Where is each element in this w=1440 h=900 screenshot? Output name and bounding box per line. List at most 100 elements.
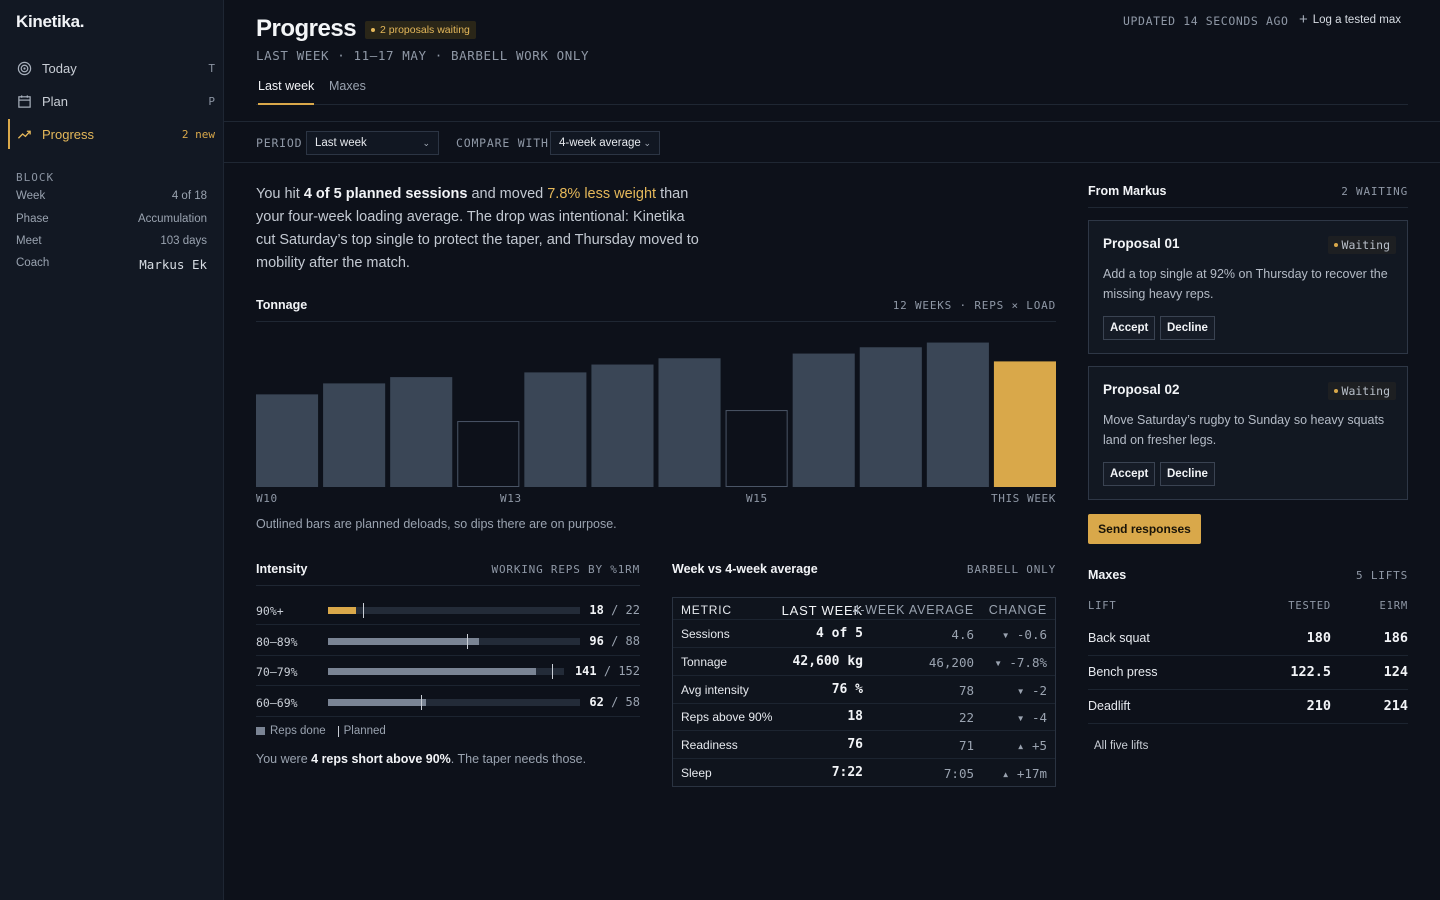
tonnage-chart (256, 342, 1056, 487)
tonnage-bar-deload[interactable] (457, 421, 520, 487)
page-subtitle: LAST WEEK · 11–17 MAY · BARBELL WORK ONL… (256, 48, 590, 63)
intensity-value: 18 / 22 (589, 603, 640, 617)
compare-label: COMPARE WITH (456, 136, 549, 150)
tonnage-bar[interactable] (390, 377, 453, 487)
legend-done: Reps done (270, 725, 326, 737)
maxes-table-header: LIFT TESTED E1RM (1088, 600, 1408, 620)
metric-change: ▾ -0.6 (1001, 627, 1047, 642)
compare-select[interactable]: 4-week average ⌄ (550, 131, 660, 155)
dot-icon (371, 28, 375, 32)
chevron-down-icon: ⌄ (422, 137, 430, 148)
nav-item-plan[interactable]: Plan P (8, 86, 215, 116)
brand-logo[interactable]: Kinetika. (16, 12, 85, 31)
maxes-meta: 5 LIFTS (1356, 569, 1408, 582)
proposals-badge[interactable]: 2 proposals waiting (365, 21, 476, 39)
tonnage-bar[interactable] (591, 364, 654, 487)
tab-maxes[interactable]: Maxes (329, 79, 366, 93)
compare-header: Week vs 4-week average BARBELL ONLY (672, 562, 1056, 586)
block-value: Markus Ek (139, 257, 207, 272)
tonnage-bar[interactable] (926, 342, 989, 487)
column-header: TESTED (1288, 600, 1331, 612)
tonnage-bar[interactable] (859, 347, 922, 487)
tonnage-bar[interactable] (323, 383, 386, 487)
intensity-planned-marker (552, 664, 553, 679)
intensity-track (328, 633, 580, 649)
log-max-button[interactable]: + Log a tested max (1299, 12, 1401, 27)
accept-button[interactable]: Accept (1103, 462, 1156, 486)
trend-up-icon (16, 126, 32, 142)
intensity-bar-done (328, 607, 356, 614)
table-row[interactable]: Bench press 122.5 124 (1088, 656, 1408, 690)
metric-average: 22 (958, 710, 974, 726)
metric-last-week: 7:22 (831, 765, 863, 780)
tonnage-bar[interactable] (256, 394, 319, 487)
table-row[interactable]: Deadlift 210 214 (1088, 690, 1408, 724)
block-heading: BLOCK (16, 171, 55, 184)
column-header: METRIC (681, 603, 732, 617)
tonnage-bar-current[interactable] (993, 361, 1056, 487)
table-row: Avg intensity 76 % 78 ▾ -2 (673, 676, 1055, 704)
x-tick: W13 (500, 492, 522, 505)
x-tick: W10 (256, 492, 278, 505)
legend-planned: Planned (343, 725, 386, 737)
nav-item-progress[interactable]: Progress 2 new (8, 119, 215, 149)
metric-average: 4.6 (951, 627, 974, 642)
tonnage-note: Outlined bars are planned deloads, so di… (256, 517, 617, 531)
decline-button[interactable]: Decline (1160, 462, 1215, 486)
metric-name: Sessions (681, 627, 730, 641)
metric-change: ▾ -2 (1016, 682, 1047, 698)
decline-button[interactable]: Decline (1160, 316, 1215, 340)
filter-bar: PERIOD Last week ⌄ COMPARE WITH 4-week a… (224, 121, 1440, 163)
period-select[interactable]: Last week ⌄ (306, 131, 439, 155)
metric-name: Tonnage (681, 654, 728, 669)
all-lifts-link[interactable]: All five lifts (1094, 740, 1149, 752)
tonnage-bar[interactable] (658, 358, 721, 487)
table-row[interactable]: Back squat 180 186 (1088, 622, 1408, 656)
accept-button[interactable]: Accept (1103, 316, 1156, 340)
column-header: 4-WEEK AVERAGE (852, 603, 974, 617)
table-row: Reps above 90% 18 22 ▾ -4 (673, 703, 1055, 732)
maxes-title: Maxes (1088, 568, 1127, 582)
tonnage-bar[interactable] (792, 353, 855, 487)
intensity-label: 60–69% (256, 695, 298, 710)
intensity-note: You were 4 reps short above 90%. The tap… (256, 752, 587, 766)
tab-last-week[interactable]: Last week (258, 79, 315, 105)
block-row-meet: Meet 103 days (16, 235, 207, 247)
tonnage-bar-deload[interactable] (725, 410, 788, 487)
intensity-track (328, 603, 580, 618)
column-header: LAST WEEK (781, 603, 863, 618)
lift-e1rm: 214 (1383, 698, 1408, 714)
x-tick: W15 (746, 492, 768, 505)
metric-name: Sleep (681, 766, 712, 780)
table-row: Readiness 76 71 ▴ +5 (673, 731, 1055, 760)
column-header: LIFT (1088, 600, 1117, 612)
tonnage-bar[interactable] (524, 372, 587, 487)
maxes-header: Maxes 5 LIFTS (1088, 568, 1408, 592)
intensity-planned-marker (363, 603, 364, 618)
block-value: 4 of 18 (171, 190, 207, 202)
intensity-label: 70–79% (256, 665, 298, 679)
intensity-row: 60–69% 62 / 58 (256, 687, 640, 717)
intensity-label: 80–89% (256, 634, 298, 649)
nav-item-today[interactable]: Today T (8, 53, 215, 83)
metric-name: Reps above 90% (681, 710, 773, 725)
plus-icon: + (1299, 11, 1308, 28)
lift-tested: 180 (1306, 630, 1331, 646)
block-label: Coach (16, 257, 50, 269)
intensity-label: 90%+ (256, 604, 284, 618)
intensity-bar-done (328, 637, 479, 645)
metric-change: ▴ +5 (1016, 738, 1047, 754)
block-label: Meet (16, 235, 42, 247)
intensity-row: 80–89% 96 / 88 (256, 626, 640, 656)
status-badge: Waiting (1327, 382, 1396, 400)
metric-last-week: 4 of 5 (816, 626, 863, 641)
tonnage-header: Tonnage 12 WEEKS · REPS × LOAD (256, 298, 1056, 322)
column-header: CHANGE (988, 603, 1047, 617)
intensity-bar-done (328, 698, 426, 706)
metric-average: 71 (958, 738, 974, 754)
intensity-bar-done (328, 668, 536, 675)
send-responses-button[interactable]: Send responses (1088, 514, 1201, 544)
tonnage-title: Tonnage (256, 298, 308, 312)
block-row-week: Week 4 of 18 (16, 190, 207, 202)
nav-new-count: 2 new (181, 127, 215, 141)
